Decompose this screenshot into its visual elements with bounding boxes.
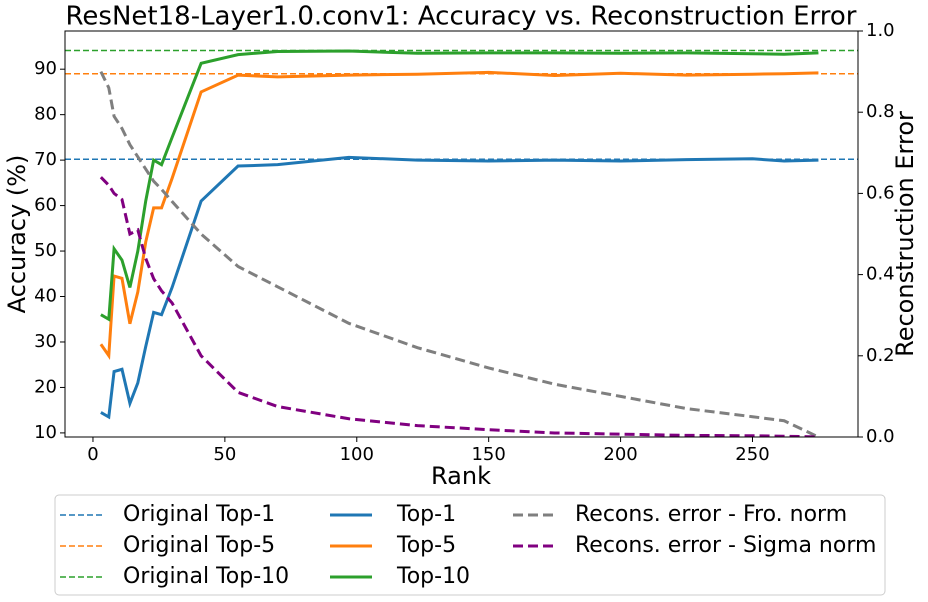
- legend-label: Top-5: [396, 533, 456, 558]
- series-line: [99, 176, 819, 437]
- x-tick-label: 250: [735, 444, 769, 465]
- y-tick-label: 10: [34, 422, 57, 443]
- legend-box: [54, 494, 886, 596]
- y-tick-label: 50: [34, 240, 57, 261]
- chart-title: ResNet18-Layer1.0.conv1: Accuracy vs. Re…: [66, 2, 857, 32]
- legend-label: Recons. error - Fro. norm: [575, 502, 847, 527]
- series-line: [99, 70, 819, 360]
- y2-tick-label: 0.2: [866, 345, 895, 366]
- plot-frame: [64, 30, 859, 438]
- y-tick-label: 90: [34, 58, 57, 79]
- y-tick-label: 60: [34, 195, 57, 216]
- y2-tick-label: 0.6: [866, 182, 895, 203]
- x-tick-label: 100: [340, 444, 374, 465]
- x-tick-label: 150: [471, 444, 505, 465]
- x-axis-label: Rank: [431, 462, 491, 490]
- y2-axis-label: Reconstruction Error: [891, 111, 919, 357]
- y2-tick-label: 0.8: [866, 101, 895, 122]
- x-tick-label: 200: [603, 444, 637, 465]
- y-tick-label: 30: [34, 331, 57, 352]
- y2-tick-label: 1.0: [866, 20, 895, 41]
- y2-tick-label: 0.0: [866, 426, 895, 447]
- legend-label: Original Top-10: [123, 564, 289, 589]
- y-axis-label: Accuracy (%): [3, 155, 31, 314]
- series-line: [100, 155, 819, 420]
- y2-tick-label: 0.4: [866, 264, 895, 285]
- y-tick-label: 40: [34, 286, 57, 307]
- y-tick-label: 20: [34, 376, 57, 397]
- x-tick-label: 50: [213, 444, 236, 465]
- legend-label: Top-10: [396, 564, 470, 589]
- legend-label: Original Top-1: [123, 502, 275, 527]
- x-tick-label: 0: [87, 444, 98, 465]
- y-tick-label: 80: [34, 104, 57, 125]
- y-tick-label: 70: [34, 149, 57, 170]
- series-line: [99, 70, 820, 437]
- legend-label: Top-1: [396, 502, 456, 527]
- legend-label: Original Top-5: [123, 533, 275, 558]
- series-line: [100, 49, 819, 322]
- legend-label: Recons. error - Sigma norm: [575, 533, 876, 558]
